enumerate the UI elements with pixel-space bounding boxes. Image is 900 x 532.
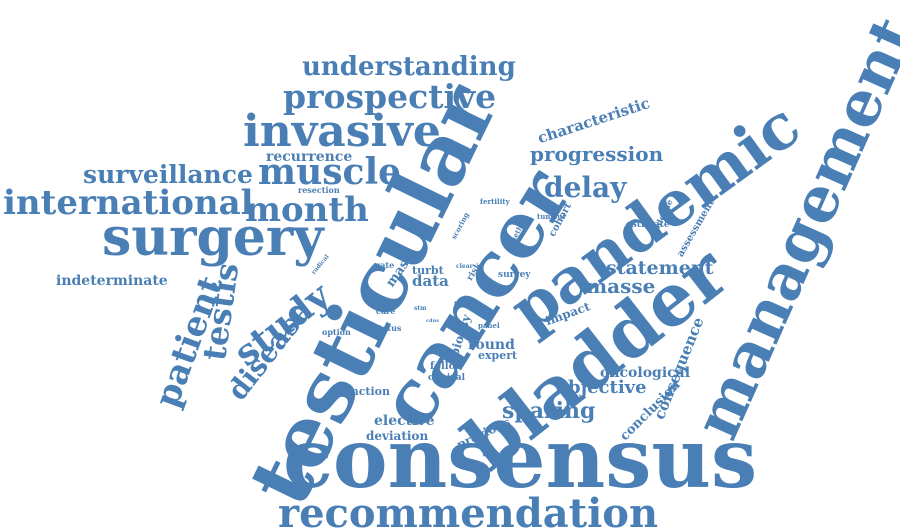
word-follow: follow (430, 361, 464, 372)
word-invasive: invasive (243, 106, 441, 157)
word-term: term (454, 299, 476, 309)
word-understanding: understanding (302, 52, 516, 82)
word-objective: objective (556, 377, 647, 398)
word-option: option (322, 327, 351, 337)
word-masse: masse (586, 274, 656, 298)
word-data: data (412, 272, 449, 290)
word-expert: expert (478, 349, 518, 362)
word-management: management (679, 6, 900, 450)
word-elective: elective (374, 413, 435, 429)
word-recommendation: recommendation (278, 490, 659, 532)
word-statement: statement (606, 257, 714, 279)
word-estimate: estimate (626, 220, 670, 230)
word-tumour: tumour (537, 212, 567, 221)
word-indeterminate: indeterminate (56, 273, 168, 289)
word-surveillance: surveillance (83, 160, 253, 189)
word-stm: stm (414, 305, 427, 312)
word-international: international (3, 183, 254, 223)
word-function: function (338, 385, 391, 398)
word-deviation: deviation (366, 429, 429, 443)
word-rate: rate (376, 260, 395, 270)
word-month: month (245, 190, 369, 230)
word-consensus: consensus (283, 411, 758, 507)
word-clear: clear (456, 263, 473, 270)
word-cdus: cdus (426, 318, 439, 324)
word-survey: survey (498, 270, 531, 280)
word-round: round (468, 337, 515, 353)
word-turbt: turbt (412, 264, 444, 277)
word-resection: resection (298, 185, 340, 195)
word-fertility: fertility (480, 197, 510, 206)
word-sparing: sparing (502, 398, 596, 424)
word-panel: panel (478, 321, 500, 330)
word-recurrence: recurrence (266, 149, 353, 165)
word-characteristic: characteristic (535, 94, 653, 148)
word-prospective: prospective (283, 77, 497, 116)
word-status: status (374, 323, 402, 333)
word-clinical: clinical (428, 373, 466, 383)
word-delay: delay (544, 171, 627, 204)
word-surgery: surgery (102, 207, 324, 268)
word-progression: progression (530, 142, 664, 166)
word-oncological: oncological (600, 365, 691, 381)
word-muscle: muscle (258, 151, 402, 193)
word-care: care (376, 306, 396, 316)
